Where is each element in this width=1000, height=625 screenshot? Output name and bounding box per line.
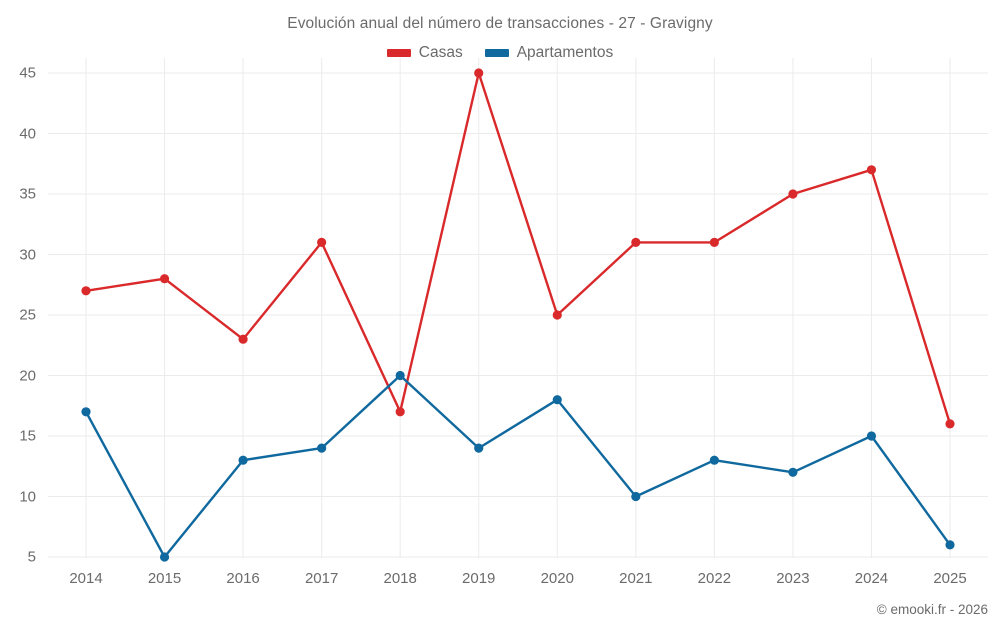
- x-axis-tick-label: 2016: [226, 570, 260, 587]
- y-axis-tick-label: 15: [19, 427, 36, 445]
- x-axis-tick-label: 2017: [304, 570, 339, 587]
- data-point-marker[interactable]: [238, 455, 248, 465]
- series-line: [84, 374, 952, 559]
- data-point-marker[interactable]: [945, 419, 955, 429]
- x-axis-tick-label: 2022: [697, 570, 732, 587]
- legend-label: Casas: [418, 44, 463, 61]
- data-point-marker[interactable]: [81, 286, 91, 296]
- data-point-marker[interactable]: [945, 540, 955, 550]
- data-point-marker[interactable]: [552, 395, 562, 405]
- x-axis-tick-label: 2024: [854, 570, 889, 587]
- legend-swatch-icon: [484, 49, 509, 57]
- legend-swatch-icon: [386, 49, 411, 57]
- legend-item-casas[interactable]: Casas: [386, 44, 463, 62]
- footer-credit: © emooki.fr - 2026: [876, 602, 988, 617]
- data-point-marker[interactable]: [866, 165, 877, 175]
- x-axis-tick-label: 2018: [383, 570, 417, 587]
- series-casas: [81, 68, 955, 429]
- chart-legend: Casas Apartamentos: [0, 44, 1000, 62]
- data-point-marker[interactable]: [159, 274, 170, 284]
- x-axis-tick-label: 2015: [147, 570, 182, 587]
- legend-label: Apartamentos: [516, 44, 614, 61]
- series-line: [84, 71, 952, 426]
- data-point-marker[interactable]: [238, 334, 248, 344]
- y-axis-tick-label: 35: [19, 185, 36, 203]
- data-point-marker[interactable]: [395, 370, 405, 381]
- data-point-marker[interactable]: [631, 237, 641, 247]
- data-point-marker[interactable]: [474, 68, 484, 78]
- data-point-marker[interactable]: [317, 237, 327, 247]
- y-axis-tick-label: 10: [19, 488, 36, 505]
- data-point-marker[interactable]: [552, 310, 562, 320]
- data-point-marker[interactable]: [81, 407, 91, 417]
- data-point-marker[interactable]: [474, 443, 484, 453]
- gridlines: [48, 58, 988, 558]
- data-point-marker[interactable]: [788, 189, 798, 199]
- x-axis-tick-label: 2021: [619, 570, 653, 587]
- x-axis-tick-label: 2014: [69, 570, 103, 587]
- y-axis-tick-label: 5: [27, 548, 36, 566]
- data-point-marker[interactable]: [159, 552, 170, 562]
- data-point-marker[interactable]: [866, 431, 877, 441]
- data-point-marker[interactable]: [709, 455, 719, 465]
- y-axis-tick-label: 30: [19, 246, 36, 263]
- chart-title: Evolución anual del número de transaccio…: [287, 15, 713, 32]
- series-apartamentos: [81, 370, 955, 562]
- x-axis-tick-label: 2023: [776, 570, 810, 587]
- data-point-marker[interactable]: [788, 467, 798, 477]
- y-axis-tick-label: 25: [19, 306, 36, 324]
- data-point-marker[interactable]: [317, 443, 327, 453]
- x-axis-tick-label: 2019: [462, 570, 496, 587]
- y-axis-tick-label: 40: [19, 125, 36, 142]
- x-axis-tick-label: 2020: [540, 570, 574, 587]
- data-point-marker[interactable]: [631, 491, 641, 502]
- data-point-marker[interactable]: [709, 237, 719, 247]
- y-axis-tick-label: 45: [19, 64, 36, 82]
- data-point-marker[interactable]: [395, 407, 405, 417]
- legend-item-apartamentos[interactable]: Apartamentos: [484, 44, 614, 62]
- y-axis-tick-label: 20: [19, 367, 36, 384]
- x-axis-tick-label: 2025: [933, 570, 967, 587]
